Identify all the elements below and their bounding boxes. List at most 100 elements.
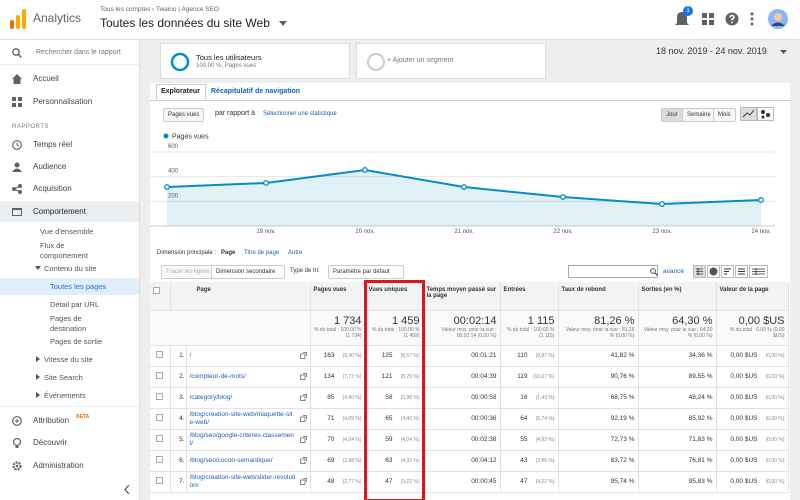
nav-subitem[interactable]: Site Search: [44, 373, 83, 382]
nav-item[interactable]: Administration: [33, 461, 84, 470]
nav-item[interactable]: Attribution: [33, 416, 70, 425]
open-link-icon[interactable]: [299, 456, 307, 464]
open-link-icon[interactable]: [299, 435, 307, 443]
add-segment[interactable]: + Ajouter un segment: [356, 43, 546, 79]
totals-cell: 1 115% du total : 100,00 % (1 115): [500, 310, 559, 346]
sort-select[interactable]: Paramètre par défaut: [328, 265, 404, 279]
metric-share: (3,86 %): [535, 458, 555, 464]
page-link[interactable]: /blog/creation-site-web/slider-revolutio…: [189, 473, 296, 489]
checkbox[interactable]: [156, 435, 164, 442]
nav-item[interactable]: Temps réel: [33, 140, 73, 149]
view-buttons[interactable]: [693, 265, 771, 278]
column-header[interactable]: Valeur de la page: [719, 287, 769, 293]
open-link-icon[interactable]: [299, 414, 307, 422]
beta-badge: BETA: [76, 414, 90, 420]
dimension-current[interactable]: Page: [221, 250, 236, 256]
open-link-icon[interactable]: [299, 477, 307, 485]
segment-name: Tous les utilisateurs: [196, 53, 262, 62]
date-range[interactable]: 18 nov. 2019 - 24 nov. 2019: [656, 46, 767, 56]
checkbox[interactable]: [156, 372, 164, 379]
nav-item[interactable]: Découvrir: [33, 438, 68, 447]
open-link-icon[interactable]: [299, 351, 307, 359]
metric-share: (0,00 %): [765, 353, 785, 359]
nav-item[interactable]: Accueil: [33, 74, 59, 83]
granularity-week[interactable]: Semaine: [682, 108, 716, 122]
metric-cell: 00:00:45: [423, 471, 501, 493]
search-field[interactable]: Rechercher dans le rapport: [36, 49, 121, 56]
data-row: 6./blog/seo/cocon-semantique/69 (3,98 %) 6…: [150, 450, 789, 472]
checkbox[interactable]: [153, 287, 160, 294]
metric-cell: 00:04:12: [423, 450, 501, 472]
plot-rows[interactable]: Tracer les lignes: [161, 265, 215, 279]
nav-subitem[interactable]: Détail par URL: [50, 300, 100, 309]
open-link-icon[interactable]: [299, 393, 307, 401]
compare-link[interactable]: Sélectionner une statistique: [263, 111, 337, 117]
page-link[interactable]: /blog/creation-site-web/maquette-site-we…: [189, 410, 293, 426]
tab-active[interactable]: Explorateur: [161, 88, 200, 95]
metric-value: 59: [385, 436, 393, 443]
header-cell: [150, 282, 171, 311]
nav-subitem-active[interactable]: Toutes les pages: [50, 282, 107, 291]
chart-type-buttons[interactable]: [740, 107, 774, 121]
checkbox[interactable]: [156, 351, 164, 358]
search-box[interactable]: [568, 265, 658, 278]
nav-subitem[interactable]: Vitesse du site: [44, 355, 93, 364]
nav-subitem[interactable]: Flux de comportement: [40, 241, 88, 260]
avatar[interactable]: [768, 9, 788, 29]
checkbox[interactable]: [156, 456, 164, 463]
dimension-option[interactable]: Titre de page: [244, 250, 280, 256]
secondary-dimension[interactable]: Dimension secondaire: [211, 265, 285, 279]
nav-item[interactable]: Audience: [33, 162, 67, 171]
column-header[interactable]: Sorties (en %): [641, 287, 682, 293]
checkbox[interactable]: [156, 393, 164, 400]
segment-card[interactable]: Tous les utilisateurs 100,00 %, Pages vu…: [160, 43, 350, 79]
nav-subitem[interactable]: Pages de destination: [50, 314, 87, 333]
total-note: Valeur moy. pour la vue : 81,26 % (0,00 …: [565, 326, 635, 339]
behavior-icon: [12, 208, 22, 216]
page-link[interactable]: /compteur-de-mots/: [189, 372, 246, 380]
column-header[interactable]: Page: [196, 287, 211, 293]
column-header[interactable]: Taux de rebond: [561, 287, 606, 293]
granularity-day[interactable]: Jour: [661, 108, 683, 122]
nav-item[interactable]: Personnalisation: [33, 97, 93, 106]
tab[interactable]: Récapitulatif de navigation: [211, 88, 301, 95]
nav-subitem[interactable]: Pages de sortie: [50, 337, 103, 346]
view-selector[interactable]: Toutes les données du site Web: [100, 16, 270, 30]
metric-share: (10,67 %): [532, 374, 555, 380]
column-header[interactable]: Pages vues: [313, 287, 347, 293]
checkbox[interactable]: [156, 414, 164, 421]
page-link[interactable]: /blog/seo/cocon-semantique/: [189, 456, 273, 464]
nav-subitem[interactable]: Contenu du site: [44, 264, 97, 273]
metric-value: 70: [327, 436, 335, 443]
apps-icon[interactable]: [702, 13, 714, 25]
help-icon[interactable]: [725, 12, 739, 26]
metric-cell: 119 (10,67 %): [500, 366, 559, 388]
granularity-month[interactable]: Mois: [713, 108, 736, 122]
menu-icon[interactable]: [750, 12, 754, 26]
open-link-icon[interactable]: [299, 372, 307, 380]
column-header[interactable]: Vues uniques: [368, 287, 408, 293]
column-header[interactable]: Entrées: [503, 287, 526, 293]
metric-share: (0,00 %): [765, 458, 785, 464]
page-link[interactable]: /: [189, 351, 192, 359]
page-link[interactable]: /blog/seo/google-criteres-classement/: [189, 431, 294, 447]
cell: [150, 429, 171, 451]
collapse-sidebar[interactable]: [124, 485, 130, 494]
dimension-option[interactable]: Autre: [288, 250, 303, 256]
breadcrumb[interactable]: Tous les comptes › Twaino | Agence SEO: [100, 6, 219, 13]
advanced-link[interactable]: avancé: [663, 268, 684, 275]
nav-item-active[interactable]: Comportement: [33, 207, 86, 216]
checkbox[interactable]: [156, 477, 164, 484]
nav-subitem[interactable]: Événements: [44, 391, 86, 400]
metric-share: (8,57 %): [400, 353, 420, 359]
metric-value: 95,74 %: [610, 478, 635, 485]
metric-share: (4,04 %): [400, 437, 420, 443]
sort-label: Type de tri:: [290, 268, 320, 274]
nav-subitem[interactable]: Vue d'ensemble: [40, 227, 94, 236]
metric-select[interactable]: Pages vues: [163, 108, 205, 122]
nav-item[interactable]: Acquisition: [33, 184, 72, 193]
y-tick-label: 600: [168, 144, 179, 150]
page-link[interactable]: /category/blog/: [189, 393, 233, 401]
metric-cell: 71,83 %: [638, 429, 717, 451]
column-header[interactable]: Temps moyen passé sur la page: [426, 287, 497, 299]
